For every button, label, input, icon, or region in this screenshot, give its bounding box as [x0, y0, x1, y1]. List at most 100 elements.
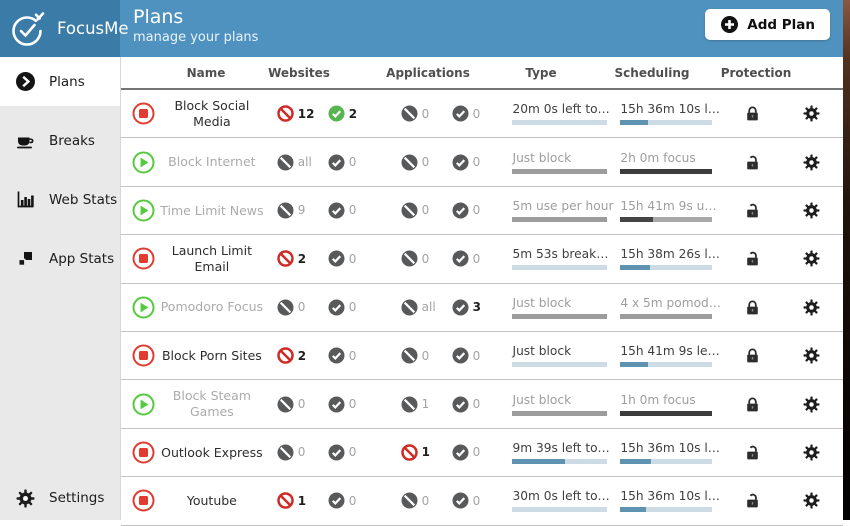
unlock-icon[interactable]	[744, 202, 761, 219]
gear-cell	[780, 396, 843, 413]
unlock-icon[interactable]	[744, 250, 761, 267]
plan-settings-gear-icon[interactable]	[803, 444, 820, 461]
websites-pair: 0	[328, 396, 374, 413]
play-status-icon[interactable]	[132, 296, 155, 319]
plan-settings-gear-icon[interactable]	[803, 396, 820, 413]
brand-name: FocusMe	[57, 19, 129, 38]
lock-icon[interactable]	[744, 299, 761, 316]
ban-icon	[401, 250, 418, 267]
coffee-icon	[14, 130, 36, 151]
scheduling-text: 1h 0m focus	[620, 392, 696, 407]
play-status-icon[interactable]	[132, 393, 155, 416]
check-icon	[452, 299, 469, 316]
play-status-icon[interactable]	[132, 151, 155, 174]
type-cell: 30m 0s left to…	[512, 489, 620, 513]
scheduling-progress-bar	[620, 362, 713, 368]
scheduling-progress-bar	[620, 313, 713, 319]
type-text: Just block	[512, 295, 572, 310]
type-cell: Just block	[512, 393, 620, 416]
check-icon	[452, 154, 469, 171]
allowed-count: 0	[472, 445, 481, 460]
plan-settings-gear-icon[interactable]	[803, 299, 820, 316]
blocked-count: 0	[421, 155, 430, 170]
websites-pair: 0	[328, 299, 374, 316]
applications-cell: all 3	[401, 299, 513, 316]
unlock-icon[interactable]	[744, 492, 761, 509]
gear-cell	[780, 347, 843, 364]
applications-pair: 0	[452, 347, 498, 364]
add-plan-button[interactable]: Add Plan	[705, 9, 830, 40]
sidebar-item-app-stats[interactable]: App Stats	[0, 234, 120, 283]
applications-pair: 3	[452, 299, 498, 316]
scheduling-progress-bar	[620, 410, 713, 416]
applications-pair: 0	[452, 250, 498, 267]
type-text: 5m use per hour	[512, 198, 614, 213]
check-icon	[328, 396, 345, 413]
lock-icon[interactable]	[744, 347, 761, 364]
type-progress-bar	[512, 410, 608, 416]
stop-status-icon[interactable]	[132, 441, 155, 464]
sidebar-item-label: Breaks	[49, 132, 95, 149]
websites-cell: all 0	[277, 154, 401, 171]
plan-settings-gear-icon[interactable]	[803, 202, 820, 219]
plan-settings-gear-icon[interactable]	[803, 105, 820, 122]
applications-pair: 1	[400, 444, 447, 461]
allowed-count: 0	[348, 493, 357, 508]
name-cell: Outlook Express	[155, 445, 269, 461]
type-text: 9m 39s left to…	[512, 440, 610, 455]
type-progress-bar	[512, 216, 608, 222]
websites-pair: 2	[328, 105, 374, 122]
plans-panel: Name Websites Applications Type Scheduli…	[120, 57, 843, 526]
ban-icon	[277, 444, 294, 461]
stop-status-icon[interactable]	[132, 102, 155, 125]
type-progress-bar	[512, 313, 608, 319]
play-status-icon[interactable]	[132, 199, 155, 222]
plan-settings-gear-icon[interactable]	[803, 347, 820, 364]
sidebar-nav: Plans Breaks Web Stats App Stats	[0, 57, 120, 283]
applications-pair: 0	[401, 347, 447, 364]
gear-cell	[780, 444, 843, 461]
sidebar-item-breaks[interactable]: Breaks	[0, 116, 120, 165]
protection-cell	[724, 299, 780, 316]
lock-icon[interactable]	[744, 105, 761, 122]
status-cell	[121, 102, 155, 125]
page-subtitle: manage your plans	[133, 29, 259, 45]
gear-cell	[780, 250, 843, 267]
sidebar-item-label: Web Stats	[49, 191, 118, 208]
unlock-icon[interactable]	[744, 444, 761, 461]
blocked-count: 2	[297, 348, 307, 363]
blocked-count: 0	[297, 300, 306, 315]
plan-settings-gear-icon[interactable]	[803, 492, 820, 509]
applications-pair: 0	[401, 202, 447, 219]
status-cell	[121, 441, 155, 464]
stop-status-icon[interactable]	[132, 489, 155, 512]
websites-pair: 0	[277, 396, 323, 413]
name-cell: Block Steam Games	[155, 388, 269, 419]
unlock-icon[interactable]	[744, 154, 761, 171]
sidebar-item-settings[interactable]: Settings	[0, 476, 120, 520]
type-text: Just block	[512, 392, 572, 407]
plan-settings-gear-icon[interactable]	[803, 154, 820, 171]
col-header-type: Type	[525, 66, 557, 80]
stop-status-icon[interactable]	[132, 247, 155, 270]
ban-icon	[401, 396, 418, 413]
sidebar-item-plans[interactable]: Plans	[0, 57, 120, 106]
websites-pair: 0	[328, 154, 374, 171]
plan-settings-gear-icon[interactable]	[803, 250, 820, 267]
lock-icon[interactable]	[744, 396, 761, 413]
stop-status-icon[interactable]	[132, 344, 155, 367]
sidebar-item-web-stats[interactable]: Web Stats	[0, 175, 120, 224]
